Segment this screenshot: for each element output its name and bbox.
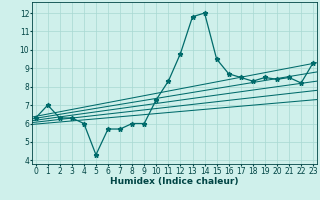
X-axis label: Humidex (Indice chaleur): Humidex (Indice chaleur): [110, 177, 239, 186]
